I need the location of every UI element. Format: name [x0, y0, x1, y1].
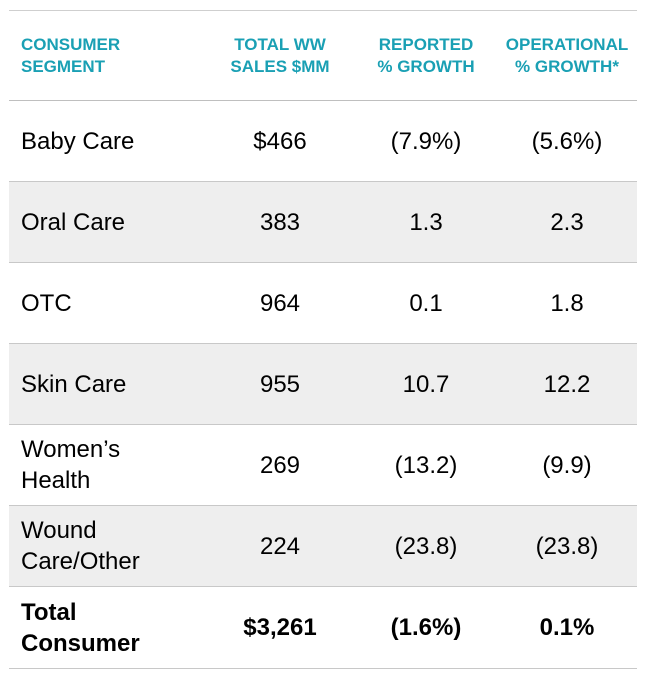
table-row: OTC 964 0.1 1.8	[9, 263, 637, 344]
segment-name: Health	[21, 467, 91, 494]
header-total-ww-sales: TOTAL WW SALES $MM	[205, 10, 355, 101]
total-label-cell: Total Consumer	[9, 587, 205, 669]
table-body: Baby Care $466 (7.9%) (5.6%) Oral Care 3…	[9, 101, 637, 669]
consumer-segment-sales-table: CONSUMER SEGMENT TOTAL WW SALES $MM REPO…	[9, 10, 637, 669]
total-label: Total	[21, 598, 77, 626]
reported-growth-cell: (13.2)	[394, 451, 458, 479]
header-reported-growth: REPORTED % GROWTH	[355, 10, 497, 101]
sales-cell: 955	[259, 370, 301, 398]
table-row: Skin Care 955 10.7 12.2	[9, 343, 637, 425]
segment-cell: Wound Care/Other	[9, 506, 205, 587]
segment-name: Women’s	[21, 436, 121, 463]
header-consumer-segment: CONSUMER SEGMENT	[9, 10, 205, 101]
sales-cell: 224	[259, 532, 301, 560]
operational-growth-cell: 2.3	[550, 208, 584, 236]
segment-name: Baby Care	[21, 127, 135, 155]
header-line: % GROWTH	[377, 56, 475, 76]
table-header: CONSUMER SEGMENT TOTAL WW SALES $MM REPO…	[9, 10, 637, 101]
header-operational-growth: OPERATIONAL % GROWTH*	[497, 10, 637, 101]
operational-growth-cell: (23.8)	[535, 532, 599, 560]
header-line: CONSUMER	[21, 34, 121, 54]
operational-growth-cell: 1.8	[550, 289, 584, 317]
table-row: Baby Care $466 (7.9%) (5.6%)	[9, 101, 637, 182]
total-sales-cell: $3,261	[243, 614, 317, 641]
operational-growth-cell: (5.6%)	[531, 127, 603, 155]
sales-cell: 964	[259, 289, 301, 317]
operational-growth-cell: (9.9)	[542, 451, 592, 479]
total-label: Consumer	[21, 629, 140, 657]
header-line: REPORTED	[378, 34, 474, 54]
segment-cell: Oral Care	[9, 182, 205, 263]
segment-name: Wound	[21, 517, 97, 544]
header-row: CONSUMER SEGMENT TOTAL WW SALES $MM REPO…	[9, 10, 637, 101]
operational-growth-cell: 12.2	[543, 370, 591, 398]
sales-cell: 269	[259, 451, 301, 479]
segment-name: Care/Other	[21, 548, 140, 575]
header-line: TOTAL WW	[234, 34, 326, 54]
reported-growth-cell: 0.1	[409, 289, 443, 317]
total-row: Total Consumer $3,261 (1.6%) 0.1%	[9, 587, 637, 669]
segment-cell: Baby Care	[9, 101, 205, 182]
reported-growth-cell: 10.7	[402, 370, 450, 398]
header-line: % GROWTH*	[515, 56, 619, 76]
segment-name: Skin Care	[21, 370, 127, 398]
segment-name: OTC	[21, 289, 72, 317]
header-line: OPERATIONAL	[505, 34, 629, 54]
segment-cell: Skin Care	[9, 344, 205, 425]
sales-cell: 383	[259, 208, 301, 236]
segment-cell: Women’s Health	[9, 425, 205, 506]
sales-table-container: CONSUMER SEGMENT TOTAL WW SALES $MM REPO…	[9, 10, 637, 669]
header-line: SEGMENT	[21, 56, 106, 76]
segment-name: Oral Care	[21, 208, 126, 236]
table-row: Wound Care/Other 224 (23.8) (23.8)	[9, 505, 637, 587]
total-operational-growth-cell: 0.1%	[539, 614, 595, 641]
table-row: Women’s Health 269 (13.2) (9.9)	[9, 425, 637, 506]
reported-growth-cell: (7.9%)	[390, 127, 462, 155]
segment-cell: OTC	[9, 263, 205, 344]
total-reported-growth-cell: (1.6%)	[390, 614, 462, 641]
sales-cell: $466	[253, 127, 307, 155]
reported-growth-cell: 1.3	[409, 208, 443, 236]
table-row: Oral Care 383 1.3 2.3	[9, 181, 637, 263]
header-line: SALES $MM	[230, 56, 330, 76]
reported-growth-cell: (23.8)	[394, 532, 458, 560]
